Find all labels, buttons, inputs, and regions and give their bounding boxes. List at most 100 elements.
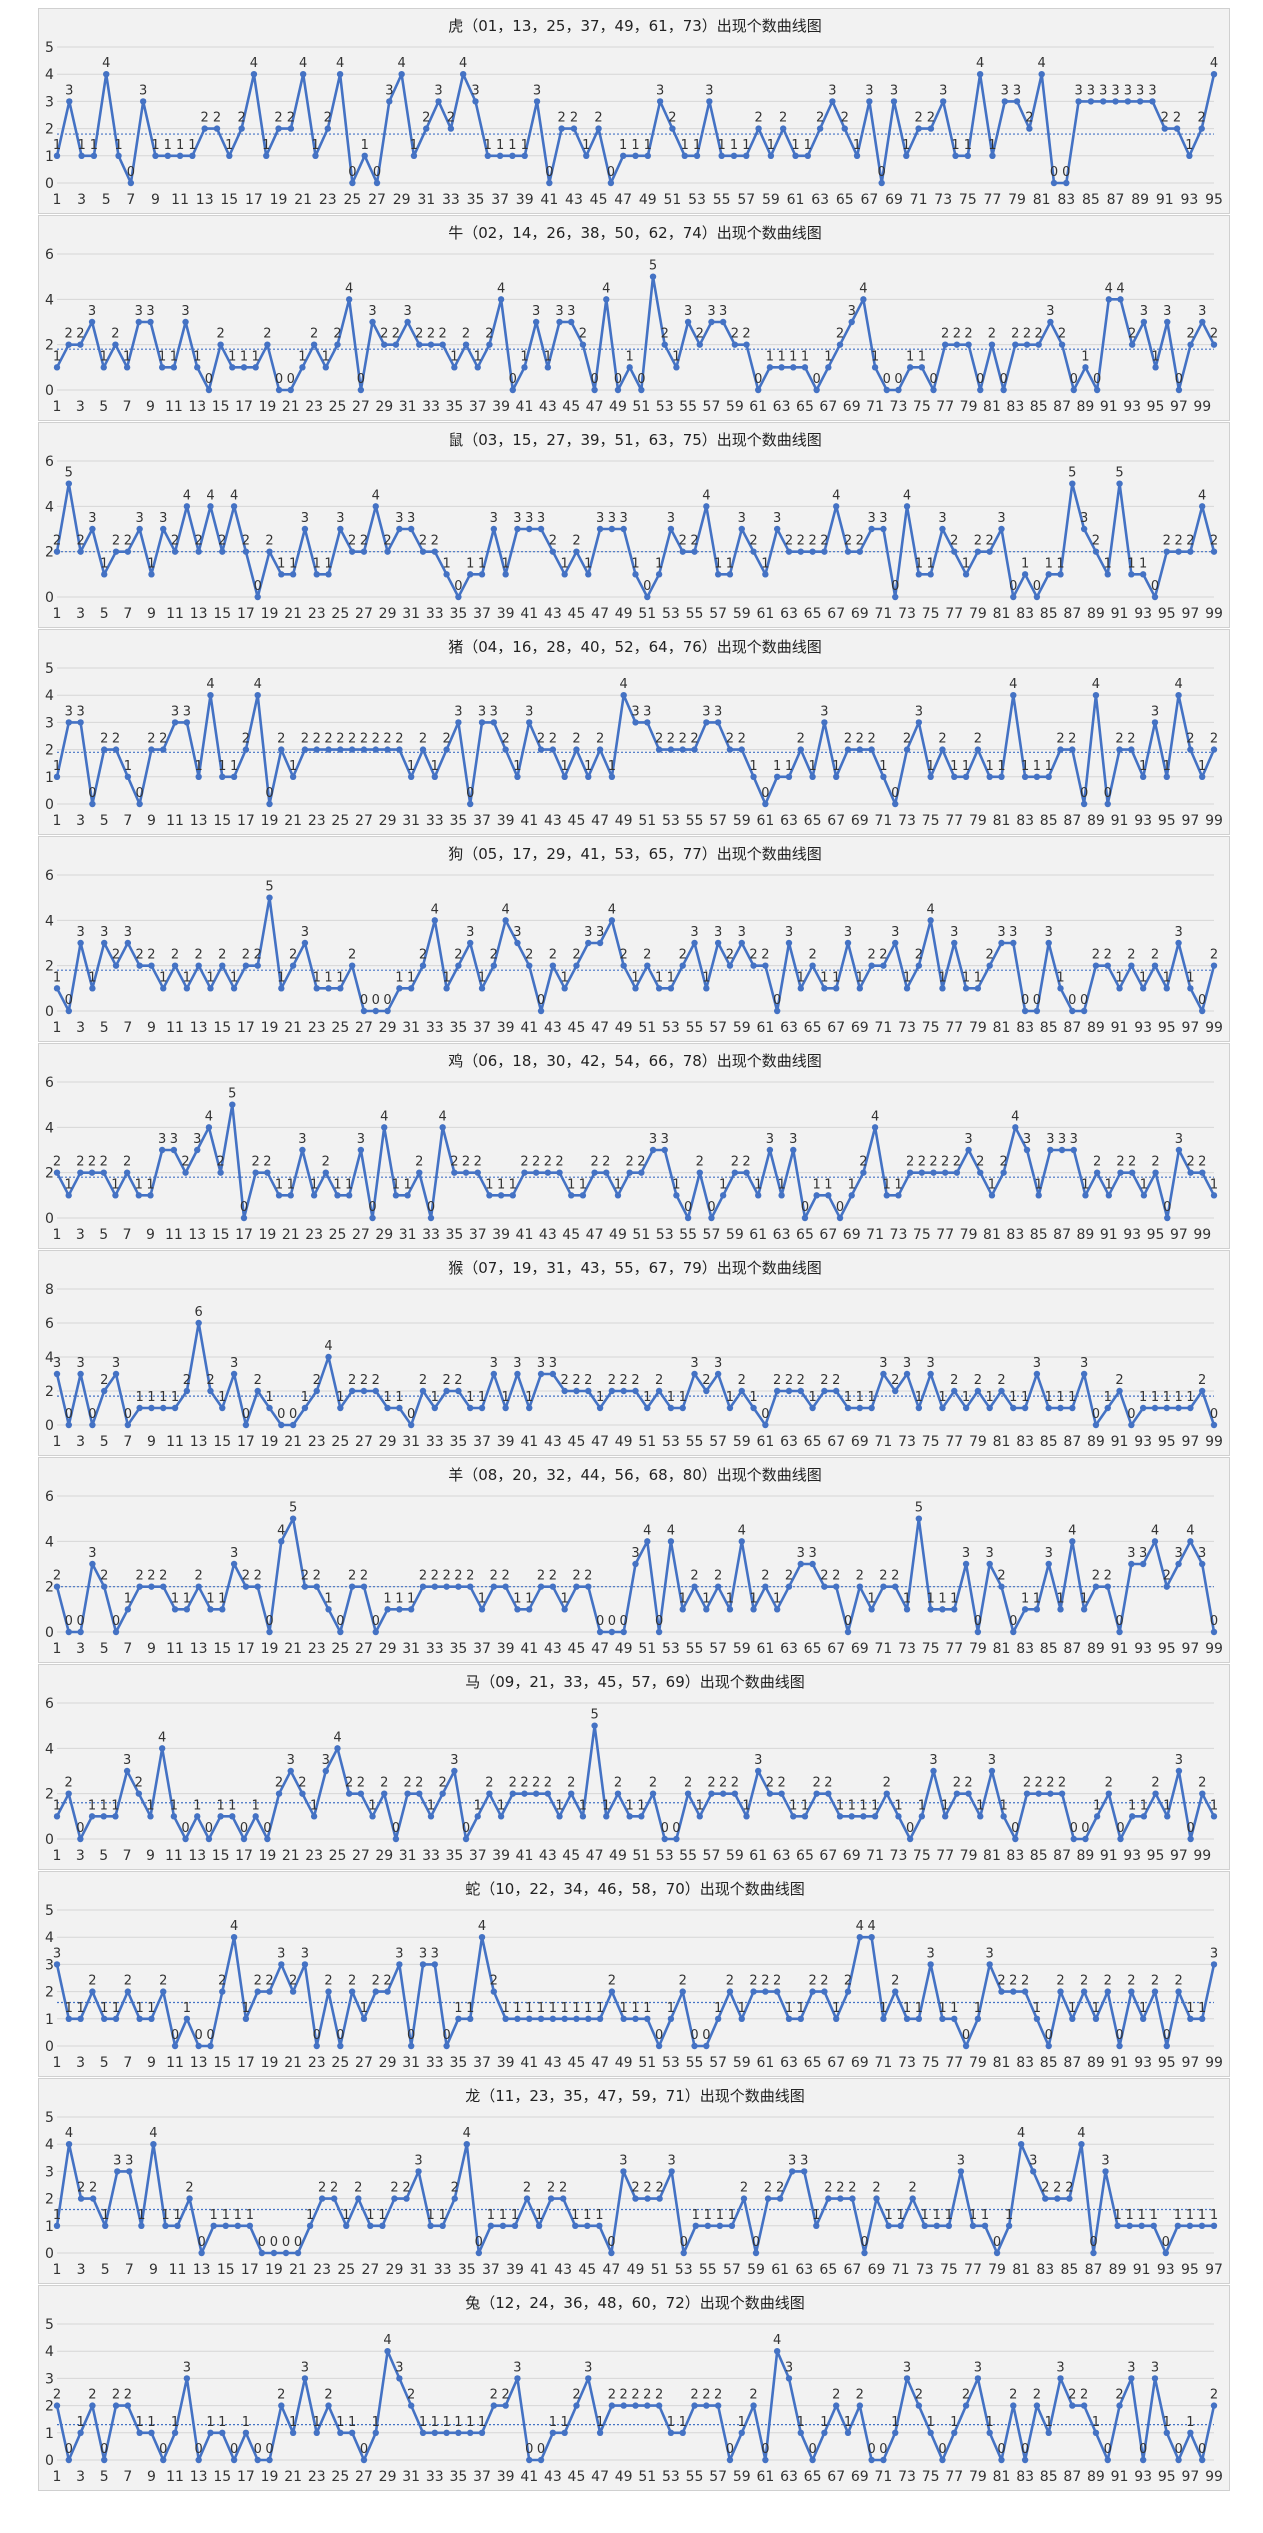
data-point	[743, 1169, 750, 1176]
data-label: 2	[537, 1569, 545, 1584]
data-point	[608, 1628, 616, 1636]
x-tick-label: 1	[53, 813, 62, 829]
data-point	[254, 692, 261, 699]
data-label: 2	[1104, 1569, 1112, 1584]
data-label: 3	[1056, 2360, 1064, 2375]
x-tick-label: 41	[520, 1020, 538, 1036]
x-tick-label: 73	[934, 192, 952, 208]
data-point	[264, 1835, 271, 1843]
data-point	[124, 1606, 132, 1613]
x-tick-label: 83	[1016, 1020, 1034, 1036]
chart-panel: 蛇（10，22，34，46，58，70）出现个数曲线图 0 1 2 3 4 5 1 3 5 7 9 11…	[38, 1871, 1230, 2077]
x-tick-label: 5	[100, 1641, 109, 1657]
x-tick-label: 39	[497, 1641, 515, 1657]
data-label: 1	[927, 2415, 935, 2430]
data-point	[65, 1421, 73, 1429]
data-label: 1	[897, 2208, 905, 2223]
data-point	[750, 1988, 757, 1995]
data-point	[906, 364, 914, 371]
data-point	[410, 152, 418, 159]
x-tick-label: 5	[101, 2262, 110, 2278]
data-label: 1	[1163, 1798, 1171, 1813]
data-label: 1	[1198, 2208, 1206, 2223]
data-label: 1	[474, 349, 482, 364]
data-point	[53, 773, 61, 780]
x-tick-label: 63	[780, 606, 798, 622]
data-label: 0	[867, 2442, 875, 2457]
data-point	[299, 1790, 306, 1797]
data-label: 1	[859, 1798, 867, 1813]
data-label: 2	[915, 2388, 923, 2403]
data-label: 2	[254, 1373, 262, 1388]
data-label: 2	[567, 1776, 575, 1791]
data-point	[1138, 2222, 1145, 2229]
x-tick-label: 47	[591, 813, 609, 829]
data-label: 5	[289, 1501, 297, 1516]
data-label: 0	[1045, 2028, 1053, 2043]
data-point	[486, 1790, 493, 1797]
data-point	[1000, 386, 1007, 394]
data-label: 1	[348, 2415, 356, 2430]
data-point	[467, 1404, 474, 1412]
x-tick-label: 27	[355, 813, 373, 829]
x-tick-label: 21	[282, 399, 300, 415]
data-label: 3	[702, 704, 710, 719]
y-tick-label: 2	[45, 338, 54, 354]
data-label: 1	[879, 759, 887, 774]
x-tick-label: 9	[149, 2262, 158, 2278]
data-point	[386, 98, 393, 105]
data-label: 2	[1115, 2388, 1123, 2403]
data-point	[1021, 773, 1029, 780]
y-tick-label: 4	[45, 1120, 54, 1136]
data-point	[974, 548, 982, 555]
data-label: 4	[1198, 488, 1206, 503]
x-tick-label: 37	[473, 1641, 491, 1657]
x-tick-label: 95	[1158, 1641, 1176, 1657]
data-point	[532, 318, 540, 326]
x-tick-label: 1	[53, 1641, 62, 1657]
data-point	[579, 1813, 587, 1820]
data-label: 2	[742, 327, 750, 342]
data-point	[691, 548, 698, 555]
data-point	[584, 2222, 591, 2229]
x-tick-label: 11	[165, 399, 183, 415]
data-label: 3	[298, 1132, 306, 1147]
data-point	[1047, 318, 1054, 326]
data-point	[278, 746, 285, 753]
data-point	[1210, 746, 1218, 753]
data-point	[860, 1813, 867, 1820]
x-tick-label: 41	[540, 192, 558, 208]
x-tick-label: 7	[125, 2262, 134, 2278]
data-label: 0	[997, 2442, 1005, 2457]
data-point	[462, 1169, 470, 1176]
data-label: 0	[181, 1821, 189, 1836]
x-tick-label: 51	[638, 2469, 656, 2485]
data-point	[644, 593, 651, 601]
data-label: 2	[906, 1155, 914, 1170]
data-point	[53, 1370, 61, 1378]
data-label: 0	[348, 165, 356, 180]
x-tick-label: 89	[1087, 2055, 1105, 2071]
data-point	[176, 152, 184, 159]
data-point	[1092, 2429, 1100, 2436]
data-point	[379, 2222, 386, 2229]
data-point	[591, 386, 598, 394]
data-label: 2	[1115, 1373, 1123, 1388]
x-tick-label: 13	[188, 1848, 206, 1864]
y-tick-label: 4	[45, 913, 54, 929]
data-label: 1	[466, 2415, 474, 2430]
data-label: 2	[964, 327, 972, 342]
data-label: 1	[53, 349, 61, 364]
data-label: 2	[773, 1373, 781, 1388]
data-point	[322, 364, 329, 371]
data-point	[325, 746, 332, 753]
x-tick-label: 77	[936, 399, 954, 415]
data-point	[766, 1790, 774, 1797]
x-tick-label: 61	[756, 2469, 774, 2485]
data-label: 3	[1111, 83, 1119, 98]
data-label: 2	[490, 1569, 498, 1584]
data-point	[423, 125, 430, 132]
x-tick-label: 83	[1006, 1227, 1024, 1243]
data-label: 3	[549, 1356, 557, 1371]
data-point	[632, 1560, 639, 1568]
